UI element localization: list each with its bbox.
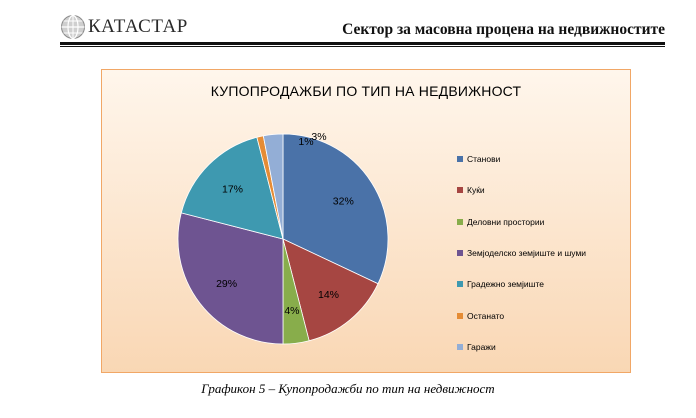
- legend-swatch: [457, 281, 463, 288]
- sector-title: Сектор за масовна процена на недвижности…: [342, 21, 665, 38]
- legend-label: Земјоделско земјиште и шуми: [467, 247, 587, 258]
- katastar-logo: КАТАСТАР: [60, 14, 188, 40]
- pie-slice-0: [282, 133, 389, 285]
- legend-swatch: [457, 156, 463, 162]
- pie-slice-4: [180, 136, 284, 240]
- slice-label-5: 1%: [298, 136, 313, 148]
- legend-label: Куќи: [467, 185, 485, 196]
- globe-icon: [61, 14, 85, 40]
- legend-label: Градежно земјиште: [467, 279, 544, 290]
- pie-slice-1: [282, 238, 379, 342]
- legend-swatch: [457, 312, 463, 319]
- slice-label-1: 14%: [318, 289, 339, 301]
- legend-item-5: Останато: [457, 309, 504, 323]
- legend-item-6: Гаражи: [457, 340, 496, 354]
- slice-label-6: 3%: [311, 131, 326, 143]
- slice-label-2: 4%: [284, 305, 299, 317]
- legend-swatch: [457, 187, 463, 194]
- legend-item-0: Станови: [457, 152, 500, 166]
- legend-swatch: [457, 249, 463, 256]
- slice-label-0: 32%: [333, 196, 354, 208]
- legend-label: Гаражи: [467, 341, 496, 352]
- legend-item-2: Деловни простории: [457, 215, 544, 229]
- header-divider-thin: [60, 46, 665, 47]
- legend-swatch: [457, 218, 463, 225]
- pie-slice-3: [177, 212, 284, 345]
- page-header: КАТАСТАР Сектор за масовна процена на не…: [0, 0, 696, 48]
- legend-label: Деловни простории: [467, 216, 545, 227]
- legend-item-3: Земјоделско земјиште и шуми: [457, 246, 586, 260]
- legend-label: Останато: [467, 310, 505, 321]
- legend-swatch: [457, 343, 463, 350]
- pie-chart: КУПОПРОДАЖБИ ПО ТИП НА НЕДВИЖНОСТ 32% 14%…: [101, 69, 631, 373]
- legend-item-4: Градежно земјиште: [457, 277, 544, 291]
- logo-text: КАТАСТАР: [88, 16, 188, 37]
- slice-label-3: 29%: [216, 278, 237, 290]
- chart-title: КУПОПРОДАЖБИ ПО ТИП НА НЕДВИЖНОСТ: [210, 83, 522, 99]
- pie-canvas: 32% 14% 4% 29% 17% 1%3%: [177, 131, 389, 345]
- header-divider: [60, 42, 665, 45]
- legend-label: Станови: [467, 154, 501, 164]
- slice-label-4: 17%: [222, 184, 243, 196]
- figure-caption: Графикон 5 – Купопродажби по тип на недв…: [201, 381, 495, 396]
- legend-item-1: Куќи: [457, 183, 485, 197]
- pie-slice-6: [262, 133, 284, 240]
